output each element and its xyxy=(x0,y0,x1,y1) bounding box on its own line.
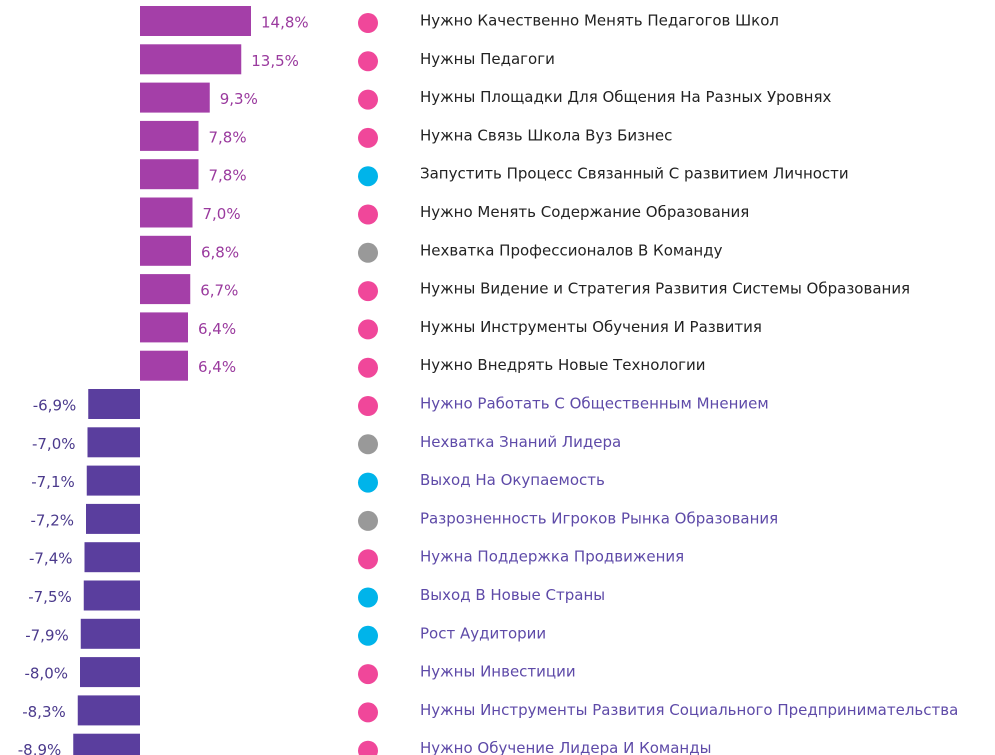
bar xyxy=(83,580,140,611)
bar xyxy=(84,542,140,573)
bar xyxy=(73,733,140,755)
bar xyxy=(140,44,242,75)
value-label: -8,0% xyxy=(24,665,68,683)
bar xyxy=(140,235,191,266)
legend-dot xyxy=(358,740,378,755)
bar xyxy=(86,465,140,496)
category-label: Нужно Работать С Общественным Мнением xyxy=(420,395,769,413)
category-label: Нужны Инструменты Развития Социального П… xyxy=(420,701,958,719)
bar xyxy=(88,389,140,419)
category-label: Нужны Площадки Для Общения На Разных Уро… xyxy=(420,88,832,106)
category-label: Выход На Окупаемость xyxy=(420,471,605,489)
bar xyxy=(140,82,210,113)
value-label: -6,9% xyxy=(33,397,77,415)
value-label: -7,5% xyxy=(28,588,72,606)
bar xyxy=(140,312,188,343)
legend-dot xyxy=(358,625,378,646)
bar xyxy=(86,503,140,534)
bar xyxy=(140,274,191,305)
legend-dot xyxy=(358,281,378,302)
category-label: Нужно Обучение Лидера И Команды xyxy=(420,739,711,755)
value-label: -7,4% xyxy=(29,550,73,568)
legend-dot xyxy=(358,89,378,110)
value-label: 7,8% xyxy=(209,167,247,185)
legend-dot xyxy=(358,166,378,187)
bar xyxy=(77,695,140,726)
category-label: Выход В Новые Страны xyxy=(420,586,605,604)
value-label: -7,0% xyxy=(32,435,76,453)
value-label: 14,8% xyxy=(261,14,309,32)
value-label: 6,4% xyxy=(198,320,236,338)
category-label: Нужны Педагоги xyxy=(420,50,555,68)
value-label: 6,7% xyxy=(200,282,238,300)
category-label: Нужно Внедрять Новые Технологии xyxy=(420,356,706,374)
bar xyxy=(87,427,140,458)
value-label: -7,1% xyxy=(31,473,75,491)
legend-dot xyxy=(358,434,378,455)
legend-dot xyxy=(358,396,378,416)
value-label: -7,9% xyxy=(25,626,69,644)
legend-dot xyxy=(358,51,378,72)
legend-dot xyxy=(358,204,378,225)
bar xyxy=(140,6,251,36)
legend-dot xyxy=(358,127,378,148)
category-label: Нехватка Знаний Лидера xyxy=(420,433,621,451)
legend-dot xyxy=(358,319,378,340)
legend-dot xyxy=(358,702,378,723)
bar xyxy=(80,618,140,649)
value-label: 7,8% xyxy=(209,128,247,146)
legend-dot xyxy=(358,242,378,263)
legend-dot xyxy=(358,13,378,33)
category-label: Нужна Связь Школа Вуз Бизнес xyxy=(420,126,672,144)
bar xyxy=(140,197,193,228)
bar xyxy=(140,120,199,151)
value-label: -7,2% xyxy=(30,511,74,529)
category-label: Нужна Поддержка Продвижения xyxy=(420,548,684,566)
value-label: 9,3% xyxy=(220,90,258,108)
category-label: Нужны Инвестиции xyxy=(420,663,576,681)
value-label: 7,0% xyxy=(203,205,241,223)
category-label: Нехватка Профессионалов В Команду xyxy=(420,241,723,259)
category-label: Запустить Процесс Связанный С развитием … xyxy=(420,165,849,183)
legend-dot xyxy=(358,664,378,685)
bar xyxy=(80,657,140,688)
category-label: Нужны Инструменты Обучения И Развития xyxy=(420,318,762,336)
legend-dot xyxy=(358,587,378,608)
category-label: Нужно Менять Содержание Образования xyxy=(420,203,749,221)
category-label: Нужны Видение и Стратегия Развития Систе… xyxy=(420,280,910,298)
legend-dot xyxy=(358,357,378,378)
category-label: Разрозненность Игроков Рынка Образования xyxy=(420,509,778,527)
value-label: 6,4% xyxy=(198,358,236,376)
legend-dot xyxy=(358,472,378,493)
category-label: Рост Аудитории xyxy=(420,624,546,642)
legend-dot xyxy=(358,510,378,531)
category-label: Нужно Качественно Менять Педагогов Школ xyxy=(420,12,779,30)
bar xyxy=(140,159,199,190)
bar xyxy=(140,350,188,381)
legend-dot xyxy=(358,549,378,570)
value-label: -8,9% xyxy=(18,741,62,755)
value-label: -8,3% xyxy=(22,703,66,721)
value-label: 6,8% xyxy=(201,243,239,261)
value-label: 13,5% xyxy=(251,52,299,70)
